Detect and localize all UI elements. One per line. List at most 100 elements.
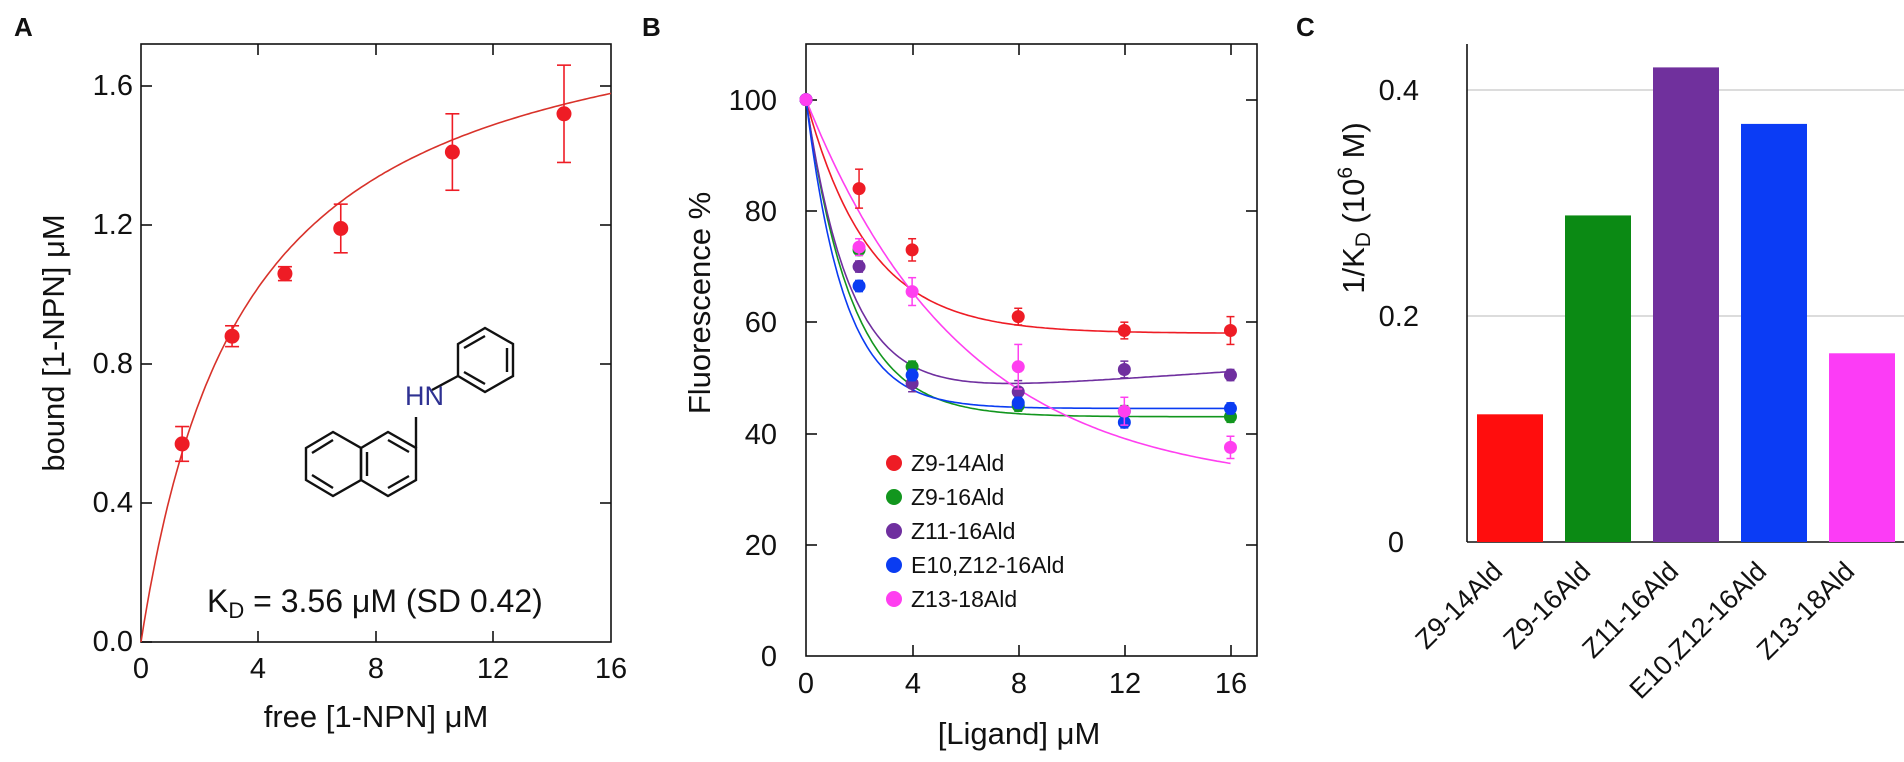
bond-inner [311, 473, 334, 490]
bar-z11-16ald [1653, 67, 1719, 543]
legend-label-e10-z12-16ald: E10,Z12-16Ald [911, 552, 1064, 578]
panel-a-points [174, 64, 572, 463]
panel-a-point [444, 144, 460, 160]
fit-curve-z9-16ald [805, 99, 1231, 418]
panel-a-frame [140, 43, 612, 643]
panel-b-ytick-label: 60 [745, 307, 777, 339]
panel-c: C 0 0.2 0.4 1/KD (106 M) Z9-14Ald Z9-16A… [1296, 12, 1904, 705]
point-z9-14ald [1223, 324, 1237, 338]
panel-a-point [174, 436, 190, 452]
panel-b-ylabel: Fluorescence % [682, 192, 717, 414]
bond-inner [463, 370, 486, 386]
panel-b: B 0 20 40 60 80 100 [642, 12, 1258, 751]
bond-n-ph [431, 374, 459, 392]
panel-a-point [333, 220, 349, 236]
panel-a-y-axis: 0.0 0.4 0.8 1.2 1.6 [93, 70, 611, 658]
panel-c-ytick-label: 0.2 [1379, 301, 1419, 333]
legend-label-z9-14ald: Z9-14Ald [911, 450, 1004, 476]
panel-a-fit-curve [140, 92, 612, 643]
panel-c-ylabel-mid: (10 [1336, 179, 1371, 232]
panel-a-x-axis: 0 4 8 12 16 [133, 44, 627, 685]
npn-molecule [304, 326, 515, 498]
panel-a-ytick-label: 0.8 [93, 348, 133, 380]
panel-c-ylabel-end: M) [1336, 122, 1371, 167]
panel-a-point [277, 266, 293, 282]
panel-b-xtick-label: 16 [1215, 668, 1247, 700]
panel-c-ytick-label: 0.4 [1379, 75, 1419, 107]
point-z9-14ald [1117, 324, 1131, 338]
panel-a-xtick-label: 8 [368, 653, 384, 685]
panel-b-ytick-label: 100 [729, 85, 777, 117]
point-z13-18ald [799, 93, 813, 107]
bar-z9-14ald [1477, 414, 1543, 542]
point-z9-14ald [852, 182, 866, 196]
point-e10-z12-16ald [852, 279, 866, 293]
panel-c-ylabel: 1/KD (106 M) [1334, 122, 1375, 294]
fit-curve-z11-16ald [805, 99, 1231, 385]
panel-c-ylabel-prefix: 1/K [1336, 247, 1371, 294]
panel-c-ytick-label: 0 [1388, 527, 1404, 559]
panel-a-point [556, 106, 572, 122]
panel-b-xlabel: [Ligand] μM [938, 716, 1101, 751]
phenyl-ring [456, 326, 515, 394]
point-z11-16ald [852, 260, 866, 274]
legend-marker-z13-18ald [886, 591, 902, 607]
point-z9-14ald [905, 243, 919, 257]
hn-label: HN [405, 381, 444, 411]
point-z13-18ald [852, 240, 866, 254]
point-z13-18ald [1011, 360, 1025, 374]
legend-marker-z11-16ald [886, 523, 902, 539]
panel-a-xtick-label: 12 [477, 653, 509, 685]
panel-b-ytick-label: 40 [745, 419, 777, 451]
bond-inner [387, 474, 410, 490]
panel-b-xtick-label: 4 [905, 668, 921, 700]
panel-a-xlabel: free [1-NPN] μM [264, 699, 489, 734]
panel-a-point [224, 328, 240, 344]
bar-e10-z12-16ald [1741, 123, 1807, 543]
panel-b-points [799, 93, 1237, 460]
point-z11-16ald [1223, 368, 1237, 382]
bar-z9-16ald [1565, 215, 1631, 542]
legend-label-z9-16ald: Z9-16Ald [911, 484, 1004, 510]
panel-a-ytick-label: 0.4 [93, 487, 133, 519]
bar-z13-18ald [1829, 353, 1895, 542]
bond-inner [311, 438, 334, 455]
panel-a-ytick-label: 1.2 [93, 209, 133, 241]
panel-a-ylabel: bound [1-NPN] μM [36, 214, 71, 471]
legend-label-z13-18ald: Z13-18Ald [911, 586, 1017, 612]
point-e10-z12-16ald [1223, 401, 1237, 415]
legend-marker-z9-16ald [886, 489, 902, 505]
point-z9-14ald [1011, 310, 1025, 324]
panel-b-y-axis: 0 20 40 60 80 100 [729, 85, 1257, 673]
panel-c-ylabel-sub: D [1352, 232, 1375, 247]
kd-annotation: KD = 3.56 μM (SD 0.42) [207, 583, 543, 623]
kd-annotation-k: K [207, 583, 228, 619]
panel-c-label: C [1296, 12, 1315, 42]
bond-inner [387, 438, 410, 454]
panel-c-ylabel-sup: 6 [1334, 167, 1357, 179]
panel-b-xtick-label: 0 [798, 668, 814, 700]
panel-b-legend: Z9-14Ald Z9-16Ald Z11-16Ald E10,Z12-16Al… [886, 450, 1064, 612]
panel-b-ytick-label: 80 [745, 196, 777, 228]
panel-b-ytick-label: 20 [745, 530, 777, 562]
panel-b-xtick-label: 8 [1011, 668, 1027, 700]
panel-a: A 0.0 0.4 0.8 1.2 1.6 0 [14, 12, 627, 734]
bond-inner [463, 334, 486, 350]
legend-marker-z9-14ald [886, 455, 902, 471]
point-z13-18ald [1223, 440, 1237, 454]
panel-a-xtick-label: 0 [133, 653, 149, 685]
category-label-z9-14ald: Z9-14Ald [1410, 556, 1509, 655]
panel-b-label: B [642, 12, 661, 42]
panel-a-ytick-label: 1.6 [93, 70, 133, 102]
legend-label-z11-16ald: Z11-16Ald [911, 518, 1015, 544]
point-z11-16ald [1117, 362, 1131, 376]
fit-curve-z9-14ald [805, 99, 1231, 334]
panel-a-ytick-label: 0.0 [93, 626, 133, 658]
panel-b-xtick-label: 12 [1109, 668, 1141, 700]
naphthalene-ring-left [304, 430, 363, 498]
naphthalene-ring-right [359, 430, 418, 498]
panel-a-xtick-label: 4 [250, 653, 266, 685]
kd-annotation-sub: D [228, 598, 244, 623]
panel-a-label: A [14, 12, 33, 42]
